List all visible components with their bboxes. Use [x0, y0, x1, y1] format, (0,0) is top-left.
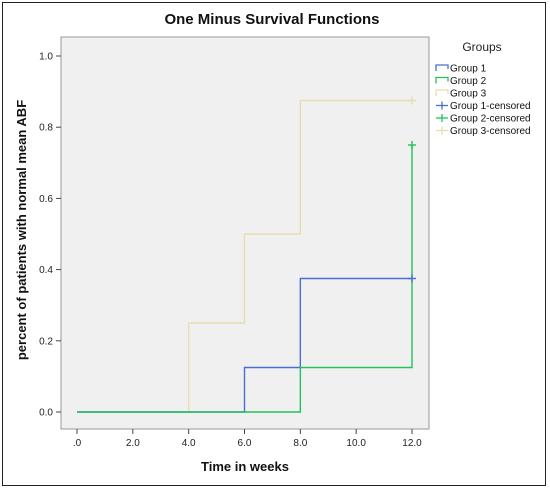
legend-item-group-3-censored: Group 3-censored — [436, 126, 531, 137]
y-tick-label: 0.0 — [39, 408, 53, 419]
x-tick-label: 6.0 — [238, 438, 252, 449]
legend-swatch — [435, 76, 449, 84]
x-tick-label: 12.0 — [402, 438, 422, 449]
x-axis-label: Time in weeks — [201, 459, 289, 474]
legend-label: Group 2-censored — [450, 114, 531, 125]
x-tick-label: 10.0 — [346, 438, 366, 449]
legend-label: Group 2 — [450, 76, 487, 87]
series-layer — [77, 99, 413, 413]
y-tick-label: 0.8 — [39, 123, 53, 134]
legend-item-group-1-censored: Group 1-censored — [436, 101, 531, 112]
axes: .0 2.0 4.0 6.0 8.0 10.0 12.0 0.0 0.2 0.4 0.6 0.8 1.0 — [39, 52, 422, 450]
x-tick-label: 8.0 — [293, 438, 307, 449]
x-tick-label: 4.0 — [182, 438, 196, 449]
x-tick-label: .0 — [73, 438, 82, 449]
legend-item-group-3: Group 3 — [435, 89, 487, 100]
y-tick-label: 0.2 — [39, 336, 53, 347]
y-tick-label: 1.0 — [39, 52, 53, 63]
legend-swatch — [435, 64, 449, 71]
legend-item-group-2: Group 2 — [435, 76, 487, 87]
y-tick-label: 0.4 — [39, 265, 53, 276]
x-tick-label: 2.0 — [126, 438, 140, 449]
legend-item-group-2-censored: Group 2-censored — [436, 114, 531, 125]
legend-item-group-1: Group 1 — [435, 64, 487, 75]
censor-mark-group-2-censored — [408, 141, 416, 149]
legend-swatch — [435, 89, 449, 96]
legend-label: Group 3-censored — [450, 126, 531, 137]
y-axis-label: percent of patients with normal mean ABF — [14, 100, 29, 360]
y-tick-label: 0.6 — [39, 194, 53, 205]
legend-label: Group 3 — [450, 89, 487, 100]
legend-label: Group 1 — [450, 64, 487, 75]
legend-title: Groups — [462, 40, 501, 54]
legend-label: Group 1-censored — [450, 101, 531, 112]
censor-mark-group-3-censored — [408, 96, 416, 105]
censor-layer — [408, 96, 416, 283]
series-line-group-2 — [77, 145, 413, 413]
chart-title: One Minus Survival Functions — [164, 11, 379, 28]
censor-mark-group-1-censored — [408, 274, 416, 283]
plot-area — [60, 36, 430, 430]
series-line-group-3 — [77, 99, 412, 413]
